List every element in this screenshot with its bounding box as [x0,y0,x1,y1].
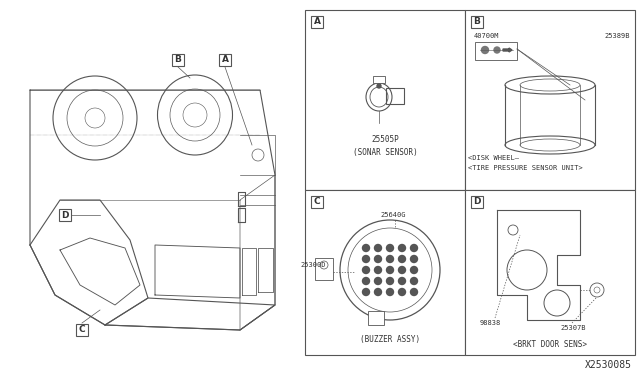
Circle shape [399,289,406,295]
Bar [471,196,483,208]
Text: A: A [314,17,321,26]
Text: 98838: 98838 [480,320,501,326]
Text: (BUZZER ASSY): (BUZZER ASSY) [360,335,420,344]
Bar [373,76,385,83]
Circle shape [387,256,394,263]
Text: <DISK WHEEL—: <DISK WHEEL— [468,155,519,161]
Circle shape [399,266,406,273]
Bar [471,16,483,28]
Bar [59,209,71,221]
Text: 40700M: 40700M [474,33,499,39]
Bar [311,16,323,28]
Circle shape [410,278,417,285]
Circle shape [362,256,369,263]
Text: D: D [473,198,481,206]
Text: C: C [79,326,85,334]
Circle shape [399,278,406,285]
Circle shape [410,289,417,295]
Bar [315,258,333,280]
Bar [305,10,465,190]
Circle shape [410,256,417,263]
Circle shape [410,266,417,273]
Text: (SONAR SENSOR): (SONAR SENSOR) [353,148,417,157]
Circle shape [362,278,369,285]
Bar [311,196,323,208]
Circle shape [374,289,381,295]
Text: 25505P: 25505P [371,135,399,144]
Bar [368,311,384,325]
Text: 25640G: 25640G [380,212,406,218]
Circle shape [362,244,369,251]
Text: B: B [474,17,481,26]
Text: 25389B: 25389B [605,33,630,39]
Bar [465,190,635,355]
Text: <BRKT DOOR SENS>: <BRKT DOOR SENS> [513,340,587,349]
Bar [172,54,184,66]
Circle shape [410,244,417,251]
Bar [305,190,465,355]
Text: D: D [61,211,68,219]
Bar [465,10,635,190]
Circle shape [481,46,488,54]
Text: B: B [175,55,181,64]
Text: X2530085: X2530085 [585,360,632,370]
Bar [76,324,88,336]
Circle shape [377,84,381,88]
Circle shape [387,278,394,285]
Circle shape [387,266,394,273]
Circle shape [374,256,381,263]
Circle shape [374,244,381,251]
Text: A: A [221,55,228,64]
Text: <TIRE PRESSURE SENSOR UNIT>: <TIRE PRESSURE SENSOR UNIT> [468,165,583,171]
Circle shape [399,244,406,251]
Text: 25300D: 25300D [300,262,326,268]
FancyBboxPatch shape [386,88,404,104]
Circle shape [374,278,381,285]
Circle shape [362,266,369,273]
Circle shape [387,289,394,295]
Text: C: C [314,198,320,206]
Circle shape [494,47,500,53]
Circle shape [374,266,381,273]
Circle shape [387,244,394,251]
Bar [475,42,517,60]
Circle shape [399,256,406,263]
Circle shape [362,289,369,295]
Bar [219,54,231,66]
Text: 25307B: 25307B [560,325,586,331]
FancyArrow shape [503,48,512,52]
